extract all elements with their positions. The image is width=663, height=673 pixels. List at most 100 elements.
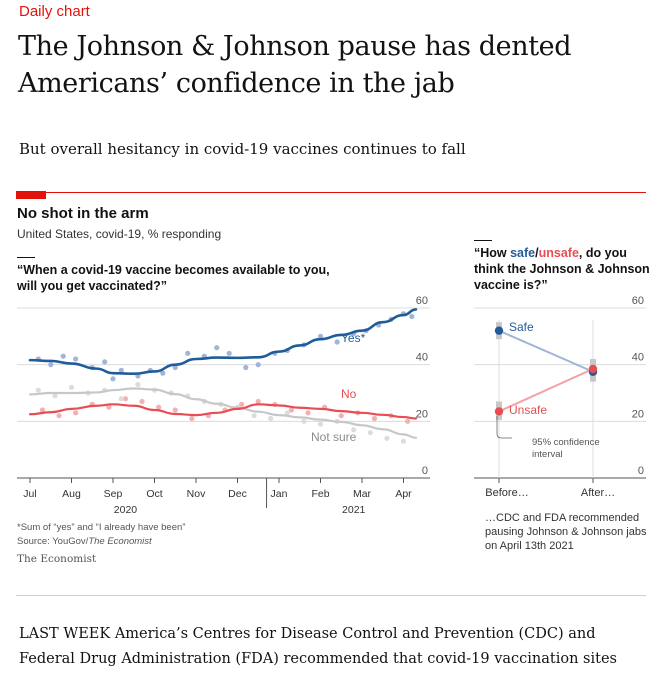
left-grid: 0 20 40 60 xyxy=(17,295,430,479)
ci-label-line2: interval xyxy=(532,449,563,460)
data-point-0 xyxy=(160,370,166,376)
body-paragraph: LAST WEEK America’s Centres for Disease … xyxy=(19,626,617,667)
series-label-no: No xyxy=(341,387,357,401)
data-point-0 xyxy=(60,353,66,359)
slope-point-0 xyxy=(494,326,504,335)
left-xtick-label: Feb xyxy=(311,488,329,500)
data-point-0 xyxy=(102,359,108,365)
left-xtick-label: Sep xyxy=(104,488,123,500)
chart-title: No shot in the arm xyxy=(17,205,149,222)
subhead: But overall hesitancy in covid-19 vaccin… xyxy=(19,140,466,158)
question-suffix: , do you think the Johnson & Johnson vac… xyxy=(474,246,650,292)
data-point-2 xyxy=(118,396,124,402)
data-point-1 xyxy=(371,415,378,422)
left-xtick-label: Apr xyxy=(395,488,412,500)
data-point-1 xyxy=(405,418,411,424)
right-ytick-label: 40 xyxy=(632,352,644,364)
trend-line-1 xyxy=(28,403,418,420)
data-point-1 xyxy=(172,407,178,413)
trend-line-0 xyxy=(28,308,418,376)
headline: The Johnson & Johnson pause has dented A… xyxy=(18,31,572,99)
question-safe: safe xyxy=(510,246,536,260)
left-ytick-label: 60 xyxy=(416,295,428,307)
series-label-safe: Safe xyxy=(509,320,534,334)
slope-point-1 xyxy=(494,407,504,416)
question-slash: / xyxy=(535,246,539,260)
data-point-2 xyxy=(317,421,324,427)
data-point-1 xyxy=(189,415,195,422)
data-point-1 xyxy=(139,398,145,405)
source-prefix: Source: YouGov/ xyxy=(17,536,89,547)
data-point-2 xyxy=(351,427,357,433)
data-point-0 xyxy=(214,345,220,351)
left-xtick-label: Nov xyxy=(187,488,206,500)
data-point-1 xyxy=(39,407,46,413)
data-point-1 xyxy=(338,413,344,419)
series-label-not-sure: Not sure xyxy=(311,430,357,444)
brand: The Economist xyxy=(17,553,97,565)
ci-callout-line xyxy=(496,416,512,439)
left-xtick-label: Aug xyxy=(62,488,81,500)
data-point-2 xyxy=(384,435,390,441)
right-panel-note: …CDC and FDA recommended pausing Johnson… xyxy=(485,512,647,552)
data-point-0 xyxy=(409,313,415,320)
left-year-label: 2020 xyxy=(114,504,138,516)
source-italic: The Economist xyxy=(88,536,152,547)
left-panel-rule xyxy=(17,257,35,258)
series-label-yes: Yes* xyxy=(341,331,366,345)
left-panel-question: “When a covid-19 vaccine becomes availab… xyxy=(17,263,330,293)
right-xtick-label: Before… xyxy=(485,487,528,499)
right-ytick-label: 60 xyxy=(632,295,644,307)
right-ytick-label: 20 xyxy=(632,408,644,420)
left-xtick-label: Dec xyxy=(228,488,247,500)
left-xtick-label: Mar xyxy=(353,488,372,500)
series-label-unsafe: Unsafe xyxy=(509,403,547,417)
left-ytick-label: 40 xyxy=(416,352,428,364)
data-point-2 xyxy=(284,410,290,416)
data-point-2 xyxy=(251,413,257,419)
bottom-rule xyxy=(16,595,646,596)
left-ytick-label: 0 xyxy=(422,465,428,477)
trend-line-2 xyxy=(28,387,418,439)
left-year-label: 2021 xyxy=(342,504,366,516)
data-point-2 xyxy=(367,430,373,436)
data-point-0 xyxy=(334,339,340,345)
data-point-0 xyxy=(317,333,324,339)
data-point-1 xyxy=(56,413,62,419)
data-point-1 xyxy=(122,396,129,402)
data-point-0 xyxy=(48,362,54,368)
right-panel-question: “How safe/unsafe, do you think the Johns… xyxy=(474,245,654,293)
left-xtick-label: Oct xyxy=(146,488,162,500)
right-slope-marks xyxy=(494,322,598,420)
ci-label-line1: 95% confidence xyxy=(532,437,600,448)
data-point-0 xyxy=(73,356,79,362)
kicker: Daily chart xyxy=(19,3,90,20)
top-rule xyxy=(16,192,646,193)
data-point-0 xyxy=(255,362,261,368)
data-point-1 xyxy=(239,401,245,407)
source: Source: YouGov/The Economist xyxy=(17,536,152,547)
data-point-2 xyxy=(268,415,274,422)
right-ytick-label: 0 xyxy=(638,465,644,477)
footnote: *Sum of “yes” and “I already have been” xyxy=(17,522,186,533)
question-unsafe: unsafe xyxy=(538,246,579,260)
data-point-0 xyxy=(226,350,232,356)
left-x-axis: Jul Aug Sep Oct Nov Dec Jan Feb Mar Apr 2020 2021 xyxy=(23,478,412,516)
right-grid: 0 20 40 60 Before… After… xyxy=(474,295,646,499)
data-point-1 xyxy=(288,407,295,413)
data-point-1 xyxy=(305,410,311,416)
slope-line-1 xyxy=(498,368,594,413)
data-point-0 xyxy=(185,350,191,356)
left-ytick-label: 20 xyxy=(416,408,428,420)
data-point-1 xyxy=(255,398,261,405)
left-xtick-label: Jan xyxy=(271,488,288,500)
left-trend-lines xyxy=(28,308,418,439)
right-panel-rule xyxy=(474,240,492,241)
left-xtick-label: Jul xyxy=(23,488,36,500)
question-prefix: “How xyxy=(474,246,511,260)
data-point-2 xyxy=(68,384,75,390)
data-point-0 xyxy=(118,367,124,373)
data-point-2 xyxy=(301,418,307,424)
slope-point-1 xyxy=(588,364,598,374)
